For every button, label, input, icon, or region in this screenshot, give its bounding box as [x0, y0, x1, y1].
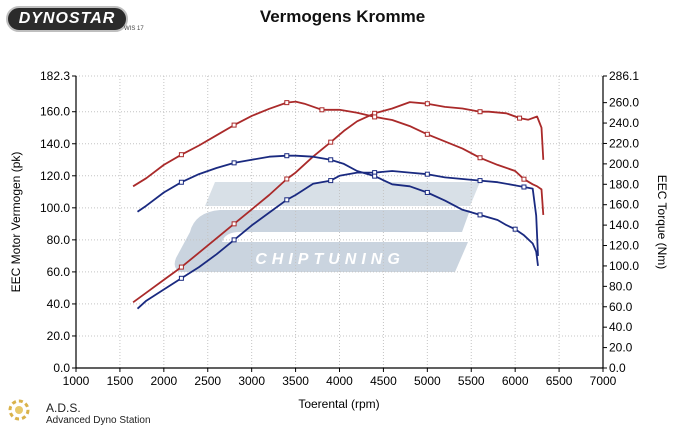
series-point: [424, 171, 430, 177]
y-right-tick-label: 120.0: [609, 239, 639, 253]
chart-title: Vermogens Kromme: [259, 7, 426, 26]
y-left-tick-label: 100.0: [40, 201, 70, 215]
series-point: [477, 155, 483, 161]
series-line-3: [136, 170, 539, 310]
logo-subtext: WIS 17: [124, 26, 144, 32]
series-point: [477, 109, 483, 115]
chart-ticks: 1000 1500 2000 2500 3000 3500 4000 4500 5000 5500…: [40, 69, 639, 388]
series-point: [372, 114, 378, 120]
series-point: [372, 173, 378, 179]
x-tick-label: 4500: [370, 374, 397, 388]
y-left-tick-label: 20.0: [47, 329, 71, 343]
series-point: [231, 237, 237, 243]
series-point: [284, 153, 290, 159]
x-axis-label: Toerental (rpm): [298, 397, 379, 411]
y-right-tick-label: 60.0: [609, 300, 633, 314]
x-tick-label: 2500: [194, 374, 221, 388]
dynostar-logo: DYNOSTAR: [6, 6, 128, 32]
y-right-tick-label: 80.0: [609, 279, 633, 293]
series-point: [512, 226, 518, 232]
series-point: [328, 157, 334, 163]
series-point: [284, 176, 290, 182]
watermark-swoosh: [174, 210, 470, 272]
x-tick-label: 4000: [326, 374, 353, 388]
x-tick-label: 5000: [414, 374, 441, 388]
series-point: [178, 179, 184, 185]
y-left-tick-label: 160.0: [40, 105, 70, 119]
x-tick-label: 3500: [282, 374, 309, 388]
y-right-tick-label: 200.0: [609, 157, 639, 171]
y-left-tick-label: 182.3: [40, 69, 70, 83]
series-point: [178, 264, 184, 270]
series-point: [424, 189, 430, 195]
series-point: [284, 100, 290, 106]
x-tick-label: 1500: [107, 374, 134, 388]
y-right-tick-label: 0.0: [609, 361, 626, 375]
y-right-tick-label: 220.0: [609, 136, 639, 150]
y-right-tick-label: 180.0: [609, 177, 639, 191]
series-point: [231, 221, 237, 227]
series-point: [521, 176, 527, 182]
y-right-tick-label: 20.0: [609, 341, 633, 355]
y-left-tick-label: 140.0: [40, 137, 70, 151]
x-tick-label: 7000: [590, 374, 617, 388]
series-point: [178, 152, 184, 158]
y-right-tick-label: 140.0: [609, 218, 639, 232]
series-point: [284, 197, 290, 203]
series-point: [424, 131, 430, 137]
ads-logo-icon: [8, 399, 30, 421]
series-point: [424, 101, 430, 107]
y-right-tick-label: 160.0: [609, 198, 639, 212]
series-point: [328, 178, 334, 184]
y-right-tick-label: 40.0: [609, 320, 633, 334]
y-right-tick-label: 286.1: [609, 69, 639, 83]
y-right-tick-label: 100.0: [609, 259, 639, 273]
watermark-bar: [205, 182, 480, 206]
series-point: [231, 160, 237, 166]
ads-brand-short: A.D.S.: [46, 401, 81, 415]
y-left-tick-label: 0.0: [53, 361, 70, 375]
series-line-1: [132, 101, 545, 304]
series-point: [477, 178, 483, 184]
x-tick-label: 3000: [238, 374, 265, 388]
x-tick-label: 6500: [546, 374, 573, 388]
series-point: [521, 184, 527, 190]
y-left-tick-label: 80.0: [47, 233, 71, 247]
series-point: [319, 107, 325, 113]
y-axis-left-label: EEC Motor Vermogen (pk): [9, 152, 23, 293]
logo-text: DYNOSTAR: [18, 10, 116, 27]
watermark-text: CHIPTUNING: [255, 251, 405, 268]
x-tick-label: 6000: [502, 374, 529, 388]
series-point: [477, 212, 483, 218]
y-left-tick-label: 40.0: [47, 297, 71, 311]
series-point: [178, 275, 184, 281]
y-right-tick-label: 260.0: [609, 96, 639, 110]
y-left-tick-label: 60.0: [47, 265, 71, 279]
series-point: [231, 122, 237, 128]
series-line-2: [132, 100, 545, 215]
y-axis-right-label: EEC Torque (Nm): [655, 175, 669, 269]
x-tick-label: 2000: [150, 374, 177, 388]
series-point: [517, 115, 523, 121]
y-right-tick-label: 240.0: [609, 116, 639, 130]
series-line-4: [136, 154, 539, 267]
x-tick-label: 5500: [458, 374, 485, 388]
y-left-tick-label: 120.0: [40, 169, 70, 183]
series-point: [328, 139, 334, 145]
chart-series: [132, 100, 545, 310]
ads-brand-full: Advanced Dyno Station: [46, 415, 151, 426]
x-tick-label: 1000: [63, 374, 90, 388]
